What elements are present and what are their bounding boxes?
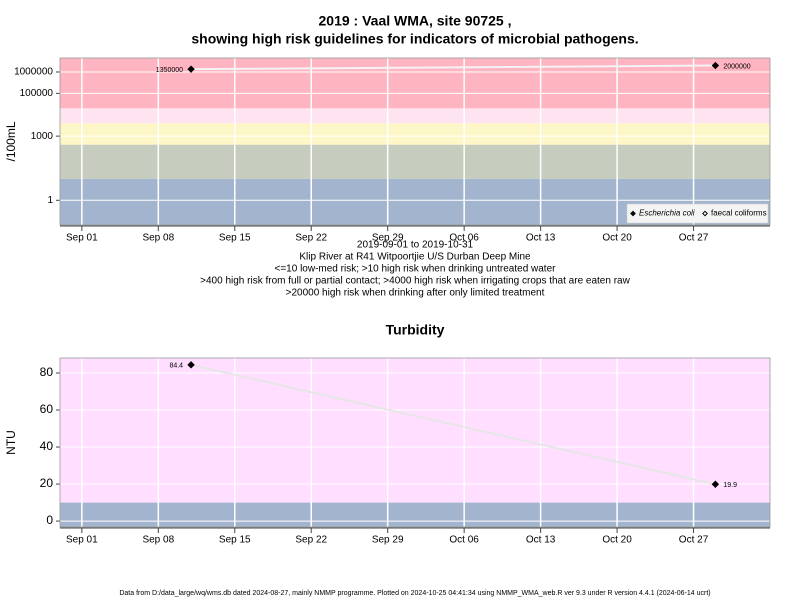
caption-line: Klip River at R41 Witpoortjie U/S Durban… [299,252,531,263]
legend: Escherichia coli faecal coliforms [626,203,769,224]
x-tick-label: Oct 13 [526,233,556,244]
series-line [191,64,716,71]
y-axis-label: NTU [4,430,18,455]
x-tick-label: Oct 13 [526,535,556,546]
x-tick-label: Oct 20 [602,233,632,244]
caption-line: >20000 high risk when drinking after onl… [286,288,545,299]
data-point [187,361,195,369]
data-point [187,65,195,73]
x-tick-label: Oct 20 [602,535,632,546]
y-tick-label: 1 [47,195,53,206]
chart-title: 2019 : Vaal WMA, site 90725 , [319,13,512,29]
value-label: 84.4 [169,363,183,370]
x-tick-label: Oct 27 [679,535,709,546]
x-tick-label: Sep 01 [66,535,98,546]
caption-line: 2019-09-01 to 2019-10-31 [357,240,474,251]
x-tick-label: Oct 06 [449,233,479,244]
caption-line: >400 high risk from full or partial cont… [200,276,630,287]
x-tick-label: Sep 15 [219,535,251,546]
y-tick-label: 20 [40,476,54,490]
x-tick-label: Oct 06 [449,535,479,546]
risk-band [60,502,770,527]
value-label: 2000000 [723,63,750,70]
legend-box [626,203,769,224]
legend-label: faecal coliforms [711,209,767,218]
chart-title: showing high risk guidelines for indicat… [191,31,638,47]
y-tick-label: 80 [40,365,54,379]
y-tick-label: 1000 [31,131,54,142]
plot-frame [59,357,771,528]
risk-band [60,144,770,179]
x-tick-label: Sep 22 [295,233,327,244]
x-tick-label: Sep 15 [219,233,251,244]
y-axis-label: /100mL [4,121,18,161]
x-tick-label: Sep 29 [372,233,404,244]
x-tick-label: Sep 08 [142,535,174,546]
y-tick-label: 100000 [20,88,54,99]
y-tick-label: 60 [40,402,54,416]
data-point [711,61,720,70]
footer: Data from D:/data_large/wq/wms.db dated … [119,590,710,597]
risk-band [60,123,770,145]
plot-frame [59,57,771,226]
legend-marker [630,210,636,217]
value-label: 1350000 [156,67,183,74]
y-tick-label: 0 [46,513,53,527]
x-tick-label: Sep 08 [142,233,174,244]
legend-label: Escherichia coli [639,209,695,218]
risk-band [60,358,770,503]
x-tick-label: Sep 29 [372,535,404,546]
data-point [711,480,720,488]
y-tick-label: 1000000 [14,67,53,78]
series-line [190,363,716,486]
risk-band [60,108,770,124]
y-tick-label: 40 [40,439,54,453]
x-tick-label: Oct 27 [679,233,709,244]
value-label: 19.9 [723,482,737,489]
legend-marker [702,210,708,217]
caption-line: <=10 low-med risk; >10 high risk when dr… [275,264,557,275]
x-tick-label: Sep 22 [295,535,327,546]
chart-title: Turbidity [386,322,445,338]
x-tick-label: Sep 01 [66,233,98,244]
